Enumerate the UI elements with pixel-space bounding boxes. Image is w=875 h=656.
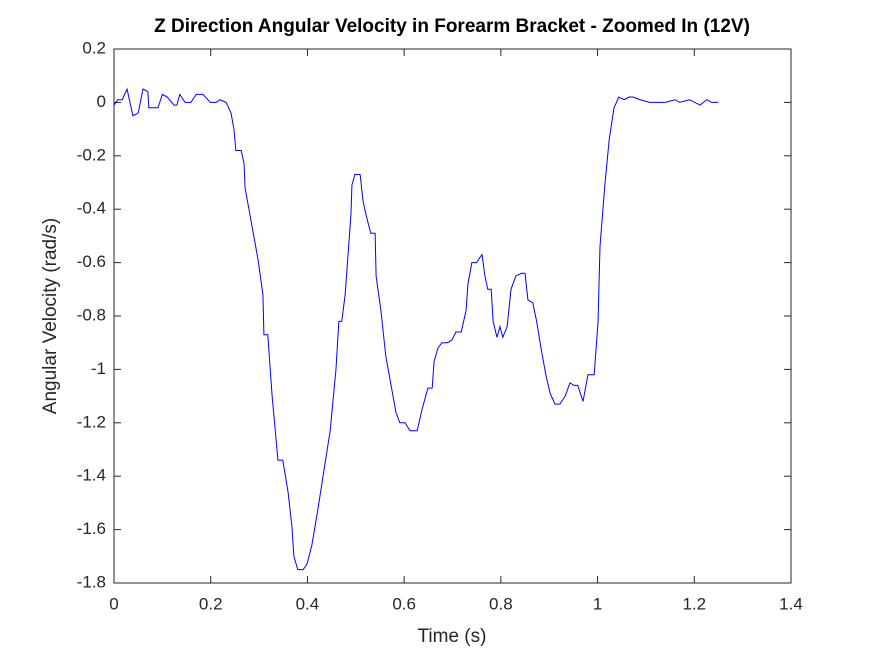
- x-tick-label: 0.2: [199, 594, 223, 613]
- y-tick-label: 0: [97, 92, 106, 111]
- data-line: [113, 87, 719, 571]
- y-tick-label: -1.4: [77, 466, 106, 485]
- x-tick-label: 1: [593, 594, 602, 613]
- x-tick-label: 1.2: [682, 594, 706, 613]
- x-tick-label: 0: [109, 594, 118, 613]
- chart-title: Z Direction Angular Velocity in Forearm …: [154, 16, 750, 37]
- y-tick-label: 0.2: [82, 38, 106, 57]
- y-tick-label: -1.6: [77, 519, 106, 538]
- y-tick-label: -1.2: [77, 412, 106, 431]
- y-tick-label: -0.4: [77, 199, 106, 218]
- plot-area: [113, 48, 792, 584]
- y-tick-label: -0.2: [77, 145, 106, 164]
- y-axis-label: Angular Velocity (rad/s): [40, 218, 61, 414]
- x-tick-label: 0.4: [296, 594, 320, 613]
- x-tick-label: 1.4: [779, 594, 803, 613]
- y-tick-label: -0.6: [77, 252, 106, 271]
- y-tick-label: -0.8: [77, 305, 106, 324]
- y-tick-label: -1: [91, 359, 106, 378]
- x-tick-label: 0.8: [489, 594, 513, 613]
- x-axis-label: Time (s): [418, 626, 487, 647]
- y-tick-label: -1.8: [77, 572, 106, 591]
- x-tick-label: 0.6: [392, 594, 416, 613]
